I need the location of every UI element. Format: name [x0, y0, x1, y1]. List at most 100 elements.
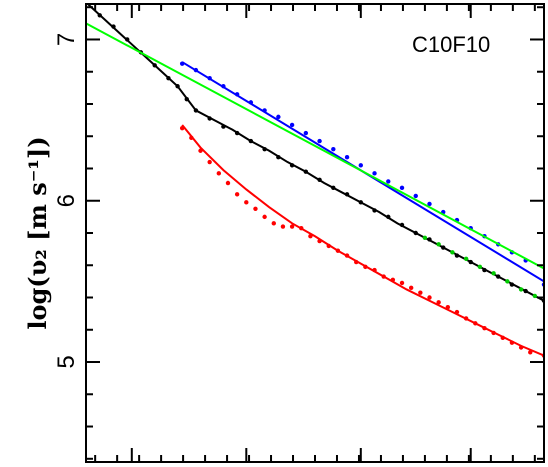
series-2-point	[276, 114, 281, 120]
series-1-point	[166, 75, 171, 81]
series-1-point	[358, 200, 363, 205]
series-1-point	[184, 96, 189, 102]
series-7-point	[326, 243, 331, 249]
series-1-point	[125, 37, 130, 42]
series-7-point	[280, 224, 286, 229]
series-7-point	[344, 253, 350, 258]
series-2-point	[372, 171, 377, 176]
tick-layer: 5 6 7	[53, 4, 544, 462]
series-5-point	[436, 242, 441, 247]
series-1-point	[482, 267, 487, 273]
series-2-point	[427, 201, 432, 207]
series-7-point	[234, 192, 240, 197]
series-1-point	[399, 222, 405, 228]
series-1-point	[427, 237, 432, 242]
series-2-point	[303, 130, 309, 136]
series-2-point	[358, 163, 363, 168]
series-7-point	[445, 304, 451, 310]
series-7-point	[179, 125, 185, 131]
y-tick-label: 5	[53, 355, 80, 368]
plot-frame	[85, 3, 545, 463]
series-7-point	[363, 264, 368, 270]
series-7-point	[491, 330, 496, 336]
series-7-point	[427, 295, 432, 300]
series-5-point	[532, 293, 538, 299]
series-1-point	[152, 63, 157, 68]
series-1-point	[523, 288, 528, 294]
series-7-point	[244, 200, 249, 205]
series-7-point	[473, 321, 478, 326]
series-2-point	[331, 146, 336, 152]
y-tick-label: 7	[53, 33, 80, 46]
series-5-point	[422, 235, 428, 241]
series-1-point	[509, 282, 515, 287]
series-1-point	[317, 177, 322, 182]
series-7-point	[354, 259, 359, 265]
series-2-point	[413, 193, 418, 199]
series-7-point	[509, 340, 515, 345]
series-7-point	[482, 325, 487, 331]
series-7-point	[289, 224, 295, 229]
series-7-point	[271, 221, 276, 226]
series-line-4	[86, 22, 544, 270]
series-1-point	[248, 138, 254, 144]
series-1-point	[386, 214, 391, 220]
series-7-point	[390, 277, 396, 282]
series-7-point	[399, 280, 405, 286]
series-1-point	[331, 185, 336, 191]
series-1-point	[441, 245, 446, 250]
series-7-point	[518, 345, 524, 350]
series-1-point	[97, 13, 102, 18]
series-1-point	[413, 230, 418, 236]
series-1-point	[276, 155, 281, 160]
series-7-point	[317, 238, 322, 244]
series-7-point	[189, 135, 194, 141]
series-1-point	[496, 274, 501, 279]
series-1-point	[372, 208, 377, 213]
series-1-point	[207, 116, 212, 121]
series-7-point	[299, 225, 304, 231]
series-1-point	[289, 163, 295, 168]
series-7-point	[500, 335, 505, 341]
series-2-point	[399, 185, 405, 191]
series-7-point	[381, 274, 386, 279]
series-5-point	[505, 279, 510, 284]
series-7-point	[463, 316, 469, 321]
series-5-point	[477, 264, 483, 270]
series-layer	[86, 4, 544, 358]
series-2-point	[386, 179, 391, 184]
y-tick-label: 6	[53, 194, 80, 207]
series-1-point	[234, 130, 240, 136]
series-1-point	[344, 192, 350, 197]
series-7-point	[207, 159, 212, 165]
series-1-point	[468, 259, 473, 265]
chart-annotation: C10F10	[412, 32, 490, 57]
series-7-point	[454, 309, 460, 315]
series-1-point	[221, 124, 226, 129]
series-7-point	[225, 180, 231, 186]
series-7-point	[253, 206, 258, 212]
series-7-point	[262, 214, 267, 220]
series-5-point	[463, 256, 469, 262]
series-7-point	[408, 285, 414, 291]
series-7-point	[528, 350, 533, 355]
series-5-point	[491, 271, 496, 276]
series-7-point	[418, 290, 423, 295]
series-2-point	[289, 122, 295, 128]
series-5-point	[450, 250, 455, 255]
series-1-point	[303, 169, 309, 174]
series-1-point	[454, 253, 460, 258]
series-7-point	[372, 267, 377, 273]
series-2-point	[344, 155, 350, 160]
series-7-point	[198, 148, 203, 153]
series-7-point	[335, 248, 341, 253]
series-2-point	[317, 138, 322, 144]
series-1-point	[111, 24, 116, 29]
series-7-point	[308, 234, 313, 239]
series-1-point	[262, 146, 267, 152]
series-7-point	[436, 300, 441, 305]
series-5-point	[518, 287, 524, 292]
series-1-point	[175, 84, 180, 89]
series-7-point	[216, 171, 222, 176]
